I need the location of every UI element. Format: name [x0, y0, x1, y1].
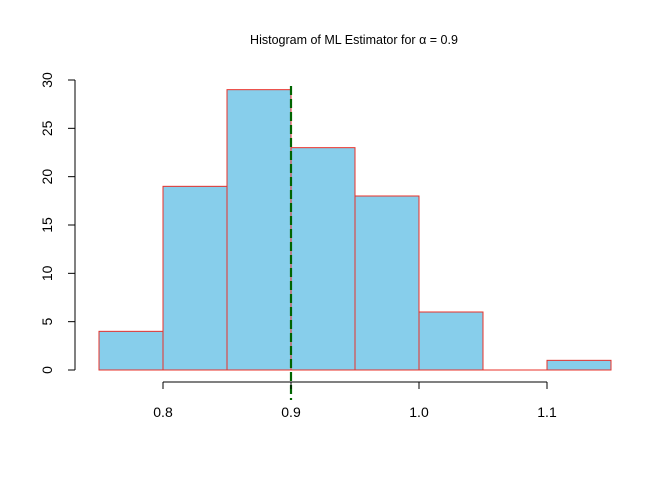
y-tick-label-4: 20 — [39, 169, 55, 185]
y-axis: 0 5 10 15 20 25 30 — [39, 72, 76, 374]
histogram-bar-0 — [98, 330, 164, 371]
x-tick-label-0: 0.8 — [153, 404, 173, 420]
y-tick-label-0: 0 — [39, 366, 55, 374]
title-suffix: = 0.9 — [426, 33, 458, 47]
histogram-bar-5 — [418, 311, 484, 371]
histogram-bar-3 — [290, 147, 356, 371]
histogram-bar-2 — [226, 89, 292, 371]
x-axis: 0.8 0.9 1.0 1.1 — [153, 381, 557, 420]
y-tick-label-2: 10 — [39, 265, 55, 281]
y-tick-label-3: 15 — [39, 217, 55, 233]
y-tick-label-1: 5 — [39, 318, 55, 326]
title-prefix: Histogram of ML Estimator for — [250, 33, 419, 47]
x-tick-label-3: 1.1 — [537, 404, 557, 420]
histogram-bars — [98, 89, 612, 371]
x-tick-label-1: 0.9 — [281, 404, 301, 420]
x-tick-label-2: 1.0 — [409, 404, 429, 420]
histogram-bar-1 — [162, 185, 228, 371]
y-tick-label-5: 25 — [39, 120, 55, 136]
histogram-bar-4 — [354, 195, 420, 371]
title-alpha-symbol: α — [419, 33, 426, 47]
chart-title: Histogram of ML Estimator for α = 0.9 — [250, 33, 458, 47]
y-tick-label-6: 30 — [39, 72, 55, 88]
histogram-bar-7 — [546, 359, 612, 371]
